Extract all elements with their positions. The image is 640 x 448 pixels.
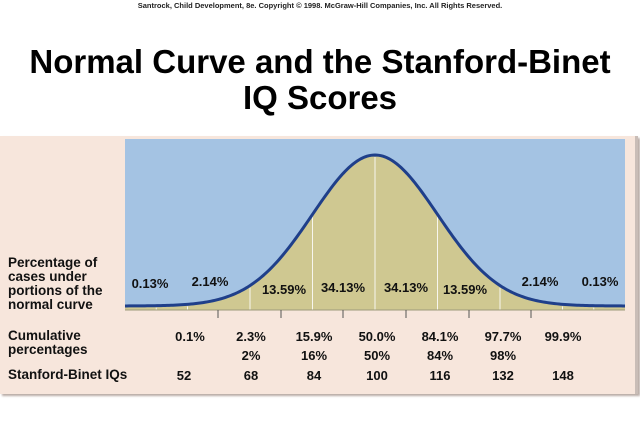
cumulative-rounded-68: 2% (241, 348, 261, 363)
cumulative-rounded-116: 84% (426, 348, 454, 363)
iq-score-148: 148 (552, 368, 574, 383)
chart-panel: Percentage of cases under portions of th… (0, 136, 638, 394)
segment-pct-8: 0.13% (581, 274, 619, 289)
cumulative-exact-68: 2.3% (236, 329, 266, 344)
axis-ticks (217, 310, 532, 318)
segment-pct-3: 13.59% (261, 282, 307, 297)
segment-pct-6: 13.59% (442, 282, 488, 297)
cumulative-rounded-84: 16% (300, 348, 328, 363)
label-stanford-binet-iqs: Stanford-Binet IQs (8, 367, 128, 382)
cumulative-exact-84: 15.9% (295, 329, 333, 344)
segment-pct-4: 34.13% (320, 280, 366, 295)
iq-score-84: 84 (306, 368, 322, 383)
iq-score-68: 68 (243, 368, 259, 383)
iq-score-100: 100 (366, 368, 388, 383)
title-line-2: IQ Scores (242, 79, 398, 116)
segment-pct-2: 2.14% (191, 274, 229, 289)
cumulative-exact-116: 84.1% (421, 329, 459, 344)
cumulative-rounded-100: 50% (363, 348, 391, 363)
title-line-1: Normal Curve and the Stanford-Binet (29, 43, 611, 80)
cumulative-exact-132: 97.7% (484, 329, 522, 344)
copyright-notice: Santrock, Child Development, 8e. Copyrig… (137, 1, 503, 10)
segment-pct-1: 0.13% (131, 276, 169, 291)
segment-pct-5: 34.13% (383, 280, 429, 295)
label-cumulative-percentages: Cumulative percentages (8, 328, 88, 357)
iq-score-52: 52 (176, 368, 192, 383)
cumulative-rounded-132: 98% (489, 348, 517, 363)
segment-dividers (155, 157, 595, 310)
iq-score-132: 132 (492, 368, 514, 383)
segment-pct-7: 2.14% (521, 274, 559, 289)
chart-title: Normal Curve and the Stanford-Binet IQ S… (0, 44, 640, 116)
cumulative-exact-100: 50.0% (358, 329, 396, 344)
normal-curve-plot (124, 139, 626, 318)
iq-score-116: 116 (429, 368, 451, 383)
normal-curve-line (124, 153, 626, 308)
cumulative-exact-52: 0.1% (175, 329, 205, 344)
cumulative-exact-148: 99.9% (544, 329, 582, 344)
label-percentage-of-cases: Percentage of cases under portions of th… (8, 255, 103, 312)
